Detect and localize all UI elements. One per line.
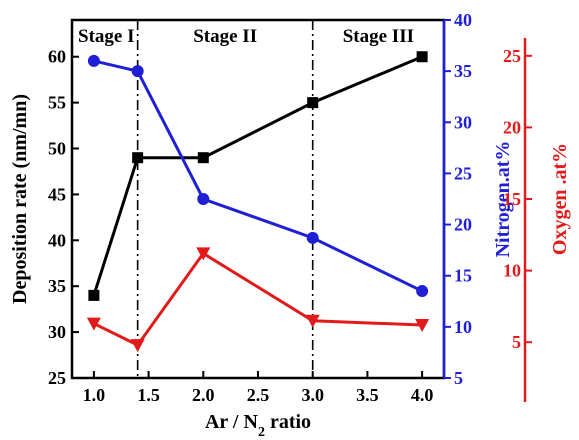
data-point-square [307,97,319,109]
data-point-square [88,289,100,301]
oxygen-axis-label: Oxygen .at% [549,143,571,255]
nitrogen-tick-label: 15 [454,266,472,286]
oxygen-tick-label: 10 [503,261,521,281]
oxygen-tick-label: 15 [503,189,521,209]
oxygen-tick-label: 5 [512,332,521,352]
left-tick-label: 50 [48,139,66,159]
oxygen-tick-label: 25 [503,46,521,66]
data-point-circle [87,54,100,67]
data-point-circle [306,231,319,244]
series-line-circle [93,59,423,293]
nitrogen-tick-label: 25 [454,163,472,183]
stage-label: Stage I [78,26,134,47]
stage-label: Stage III [343,26,414,47]
series-line-square [92,55,423,296]
x-tick-label: 3.0 [301,385,324,405]
left-tick-label: 45 [48,184,66,204]
data-point-triangle [196,247,211,261]
x-tick-label: 1.0 [83,385,106,405]
left-tick-label: 60 [48,47,66,67]
left-tick-label: 25 [48,368,66,388]
data-point-triangle [130,339,145,353]
data-point-triangle [305,314,320,328]
data-point-triangle [86,317,101,331]
left-tick-label: 55 [48,93,66,113]
x-tick-label: 4.0 [411,385,434,405]
data-point-circle [197,193,210,205]
x-tick-label: 2.5 [247,385,270,405]
nitrogen-axis-label: Nitrogen.at% [492,141,514,258]
data-point-circle [416,285,429,298]
nitrogen-tick-label: 20 [454,215,472,235]
data-point-square [416,51,428,63]
nitrogen-tick-label: 40 [454,10,472,30]
nitrogen-tick-label: 10 [454,317,472,337]
x-tick-label: 1.5 [137,385,160,405]
data-point-square [132,152,144,164]
nitrogen-tick-label: 35 [454,61,472,81]
left-tick-label: 35 [48,276,66,296]
stage-label: Stage II [193,26,257,47]
data-point-circle [131,65,144,78]
oxygen-tick-label: 20 [503,117,521,137]
left-tick-label: 40 [48,230,66,250]
data-point-square [197,152,209,164]
left-tick-label: 30 [48,322,66,342]
nitrogen-tick-label: 30 [454,112,472,132]
left-axis-label: Deposition rate (nm/mn) [9,94,31,304]
nitrogen-tick-label: 5 [454,368,463,388]
x-tick-label: 2.0 [192,385,215,405]
x-axis-label: Ar / N2 ratio [205,411,311,440]
x-tick-label: 3.5 [356,385,379,405]
data-point-triangle [415,319,430,333]
